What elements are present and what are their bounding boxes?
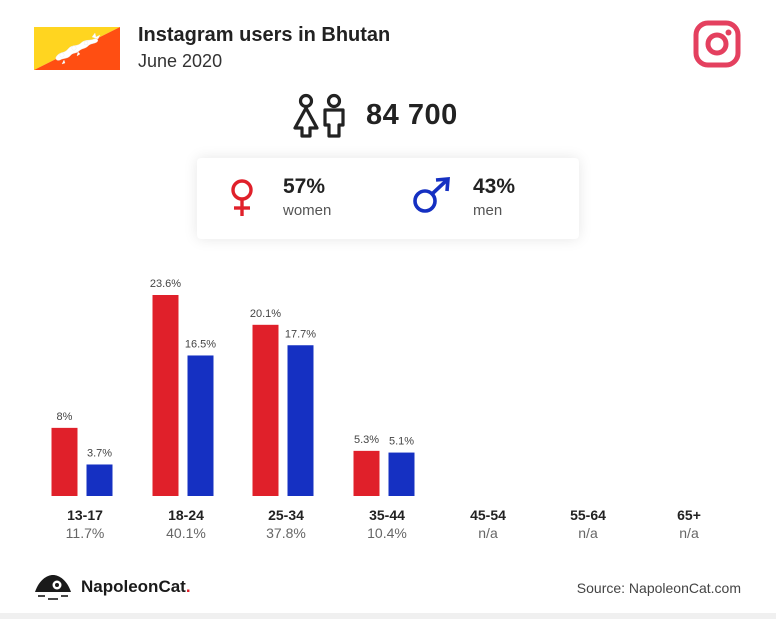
male-symbol-icon xyxy=(413,177,450,213)
bar-women-25-34 xyxy=(252,324,279,496)
data-label-women-18-24: 23.6% xyxy=(150,278,181,290)
men-block: 43% men xyxy=(387,158,579,239)
brand-name: NapoleonCat. xyxy=(81,577,191,596)
category-label-25-34: 25-34 xyxy=(268,507,304,523)
category-label-55-64: 55-64 xyxy=(570,507,606,523)
bar-women-18-24 xyxy=(152,295,179,496)
category-total-13-17: 11.7% xyxy=(66,525,105,541)
category-total-25-34: 37.8% xyxy=(266,525,306,541)
category-label-45-54: 45-54 xyxy=(470,507,506,523)
category-label-35-44: 35-44 xyxy=(369,507,405,523)
age-gender-bar-chart: 8% 3.7% 13-17 11.7% 23.6% 16.5% 18-24 40.1% 20.1… xyxy=(51,278,701,541)
women-block: 57% women xyxy=(197,158,387,239)
source-text: Source: NapoleonCat.com xyxy=(576,580,741,596)
category-label-18-24: 18-24 xyxy=(168,507,204,523)
gender-card: 57% women 43% men xyxy=(197,158,579,239)
instagram-icon xyxy=(693,20,741,68)
data-label-women-35-44: 5.3% xyxy=(354,434,379,446)
category-total-18-24: 40.1% xyxy=(166,525,206,541)
category-total-55-64: n/a xyxy=(578,525,598,541)
men-label: men xyxy=(473,202,503,219)
bar-men-18-24 xyxy=(187,355,214,496)
category-label-65+: 65+ xyxy=(677,507,701,523)
bottom-divider xyxy=(0,613,776,619)
bar-women-35-44 xyxy=(353,450,380,496)
bhutan-flag-icon xyxy=(34,27,120,70)
data-label-men-13-17: 3.7% xyxy=(87,447,112,459)
page-title: Instagram users in Bhutan xyxy=(138,24,391,46)
data-label-women-25-34: 20.1% xyxy=(250,308,281,320)
bhutan-flag xyxy=(34,27,120,70)
category-total-45-54: n/a xyxy=(478,525,498,541)
women-percent: 57% xyxy=(283,175,326,198)
bar-men-13-17 xyxy=(86,464,113,496)
women-label: women xyxy=(283,202,332,219)
data-label-men-25-34: 17.7% xyxy=(285,328,316,340)
data-label-women-13-17: 8% xyxy=(57,411,73,423)
napoleoncat-hat-icon xyxy=(35,575,71,600)
men-percent: 43% xyxy=(473,175,516,198)
female-symbol-icon xyxy=(231,179,253,216)
page-subtitle: June 2020 xyxy=(138,51,223,71)
category-total-35-44: 10.4% xyxy=(367,525,407,541)
users-icon xyxy=(293,93,345,138)
data-label-men-35-44: 5.1% xyxy=(389,436,414,448)
category-total-65+: n/a xyxy=(679,525,699,541)
total-users: 84 700 xyxy=(290,92,458,138)
total-users-value: 84 700 xyxy=(366,98,458,131)
bar-men-25-34 xyxy=(287,345,314,496)
napoleoncat-logo: NapoleonCat. xyxy=(33,572,191,602)
data-label-men-18-24: 16.5% xyxy=(185,338,216,350)
bar-men-35-44 xyxy=(388,452,415,496)
bar-women-13-17 xyxy=(51,427,78,496)
category-label-13-17: 13-17 xyxy=(67,507,103,523)
